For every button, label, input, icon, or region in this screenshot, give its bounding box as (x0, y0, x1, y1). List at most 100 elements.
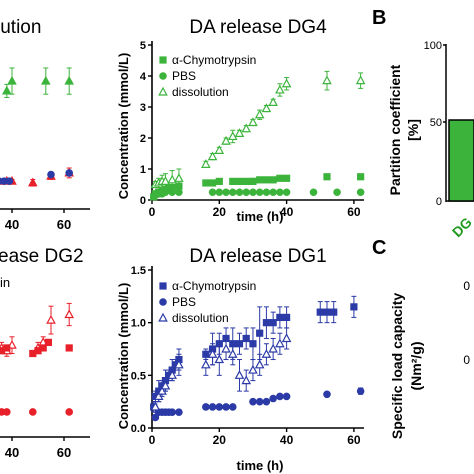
chart-dg4-pbs-point (276, 188, 284, 197)
chart-dg4-dissolution-point (234, 128, 245, 137)
fragment-bottom-left-pbs-point (65, 408, 74, 416)
chart-dg1-pbs-point (323, 390, 331, 399)
chart-dg1-dissolution-point (275, 338, 285, 348)
fragment-top-left-dissolution-point (40, 75, 51, 85)
fragment-top-left-tick-60: 60 (57, 217, 71, 232)
fragment-bottom-left-chymotrypsin-point (3, 344, 11, 352)
chart-dg4-title: DA release DG4 (189, 17, 327, 38)
chart-dg4-xtick-label: 20 (213, 205, 227, 219)
chart-dg4-dissolution-point (281, 78, 292, 88)
fragment-bottom-left-pbs-point (3, 408, 11, 416)
chart-dg4-ylabel: Concentration (mmol/L) (116, 53, 131, 200)
chart-dg4-dissolution-point (254, 109, 265, 119)
chart-dg4-chymotrypsin-point (208, 179, 217, 187)
chart-dg1-pbs-point (262, 397, 271, 406)
chart-dg1-pbs-point (255, 397, 264, 406)
chart-dg4-dissolution-point (167, 174, 177, 184)
chart-dg4-dissolution-point (248, 117, 258, 127)
chart-dg4-pbs-point (235, 188, 244, 197)
chart-dg1-ylabel: Concentration (mmol/L) (116, 283, 131, 430)
chart-dg4-ytick-label: 4 (140, 71, 147, 83)
chart-dg1-pbs-point (269, 394, 277, 403)
chart-dg1-pbs-point (222, 403, 230, 411)
chart-dg1-title: DA release DG1 (189, 246, 326, 267)
fragment-top-left-title: lution (0, 17, 41, 38)
chart-dg1-dissolution-point (254, 359, 265, 369)
panel-c-letter: C (372, 237, 386, 259)
chart-dg4-dissolution-point (174, 173, 184, 182)
chart-dg4-legend-marker-chymotrypsin (159, 56, 167, 64)
panel-b-ylabel-line1: Partition coefficient (387, 64, 403, 195)
chart-dg4-legend-label-pbs: PBS (172, 69, 196, 83)
chart-dg1-chymotrypsin-point (323, 308, 331, 316)
chart-dg4-chymotrypsin-point (242, 177, 250, 185)
fragment-top-left-pbs-point (5, 177, 14, 185)
fragment-top-left-dissolution-point (64, 75, 75, 85)
chart-dg4-dissolution-point (241, 123, 252, 133)
chart-dg1-chymotrypsin-point (235, 340, 244, 348)
chart-dg4-legend-label-chymotrypsin: α-Chymotrypsin (172, 53, 256, 67)
chart-dg1-dissolution-point (281, 333, 292, 343)
chart-dg4-dissolution-point (275, 84, 285, 94)
panel-b-tick-50: 50 (430, 117, 442, 129)
chart-dg1-xlabel: time (h) (237, 458, 284, 473)
chart-dg4-dissolution-point (160, 176, 171, 185)
chart-dg1-legend-marker-chymotrypsin (159, 282, 167, 290)
chart-dg1-chymotrypsin-point (276, 313, 284, 321)
chart-dg4-pbs-point (356, 188, 365, 197)
chart-dg4-dissolution-point (201, 159, 211, 168)
chart-dg4-pbs-point (282, 188, 291, 197)
chart-dg4-pbs-point (255, 188, 264, 197)
fragment-bottom-left-dissolution-point (64, 309, 75, 319)
panel-c-tick-upper: 0 (463, 279, 470, 293)
chart-dg4-pbs-point (168, 188, 176, 197)
fragment-bottom-left: ease DG2 in 40 60 (0, 246, 90, 460)
fragment-bottom-left-pbs-point (28, 408, 37, 416)
chart-dg4-pbs-point (208, 188, 217, 197)
chart-dg1-xtick-label: 40 (280, 433, 294, 447)
chart-dg1: DA release DG1 Concentration (mmol/L) ti… (116, 246, 365, 473)
fragment-top-left-dissolution-point (1, 85, 12, 95)
chart-dg4-chymotrypsin-point (323, 173, 331, 181)
chart-dg1-ytick-label: 0.5 (131, 370, 146, 382)
fragment-top-left-tick-40: 40 (5, 217, 19, 232)
panel-b: B Partition coefficient [%] 100 50 0 DG (372, 7, 474, 240)
chart-dg4-legend-label-dissolution: dissolution (172, 85, 229, 99)
fragment-bottom-left-legend: in (0, 275, 10, 290)
chart-dg4-pbs-point (161, 188, 170, 197)
chart-dg4-xtick-label: 40 (280, 205, 294, 219)
chart-dg1-chymotrypsin-point (316, 308, 324, 316)
chart-dg1-chymotrypsin-point (350, 303, 358, 311)
chart-dg4-xtick-label: 0 (149, 205, 156, 219)
chart-dg1-xtick-label: 20 (213, 433, 227, 447)
chart-dg1-chymotrypsin-point (262, 319, 271, 327)
chart-dg4-dissolution-point (268, 97, 278, 106)
fragment-bottom-left-chymotrypsin-point (39, 344, 47, 352)
chart-dg4-legend-marker-dissolution (158, 86, 168, 96)
fragment-bottom-left-marks (0, 302, 75, 441)
chart-dg1-chymotrypsin-point (330, 308, 338, 316)
chart-dg4-ytick-label: 1 (140, 164, 146, 176)
chart-dg4-pbs-point (333, 188, 341, 197)
chart-dg4-pbs-point (262, 188, 271, 197)
chart-dg4-ytick-label: 3 (140, 102, 146, 114)
chart-dg1-xtick-label: 60 (347, 433, 361, 447)
fragment-top-left-pbs-point (65, 169, 74, 177)
chart-dg4-dissolution-point (322, 75, 332, 85)
chart-dg4-chymotrypsin-point (235, 177, 244, 185)
chart-dg4-pbs-point (309, 188, 318, 197)
chart-dg4-chymotrypsin-point (262, 176, 271, 184)
chart-dg4-pbs-point (269, 188, 277, 197)
chart-dg4: DA release DG4 Concentration (mmol/L) ti… (116, 17, 366, 224)
panel-b-letter: B (372, 7, 386, 29)
panel-b-tick-100: 100 (424, 40, 442, 52)
chart-dg4-chymotrypsin-point (269, 176, 277, 184)
fragment-top-left: lution 40 60 (0, 17, 90, 232)
chart-dg1-pbs-point (208, 403, 217, 411)
chart-dg1-chymotrypsin-point (249, 340, 257, 348)
chart-dg1-legend-marker-pbs (159, 298, 167, 306)
chart-dg4-plot-area: 0 1 2 3 4 5 0 20 40 60 α-Chymotrypsin PBS dissolutio… (140, 40, 366, 219)
chart-dg1-pbs-point (175, 408, 183, 417)
fragment-bottom-left-tick-60: 60 (57, 445, 71, 460)
chart-dg1-dissolution-point (201, 359, 211, 369)
